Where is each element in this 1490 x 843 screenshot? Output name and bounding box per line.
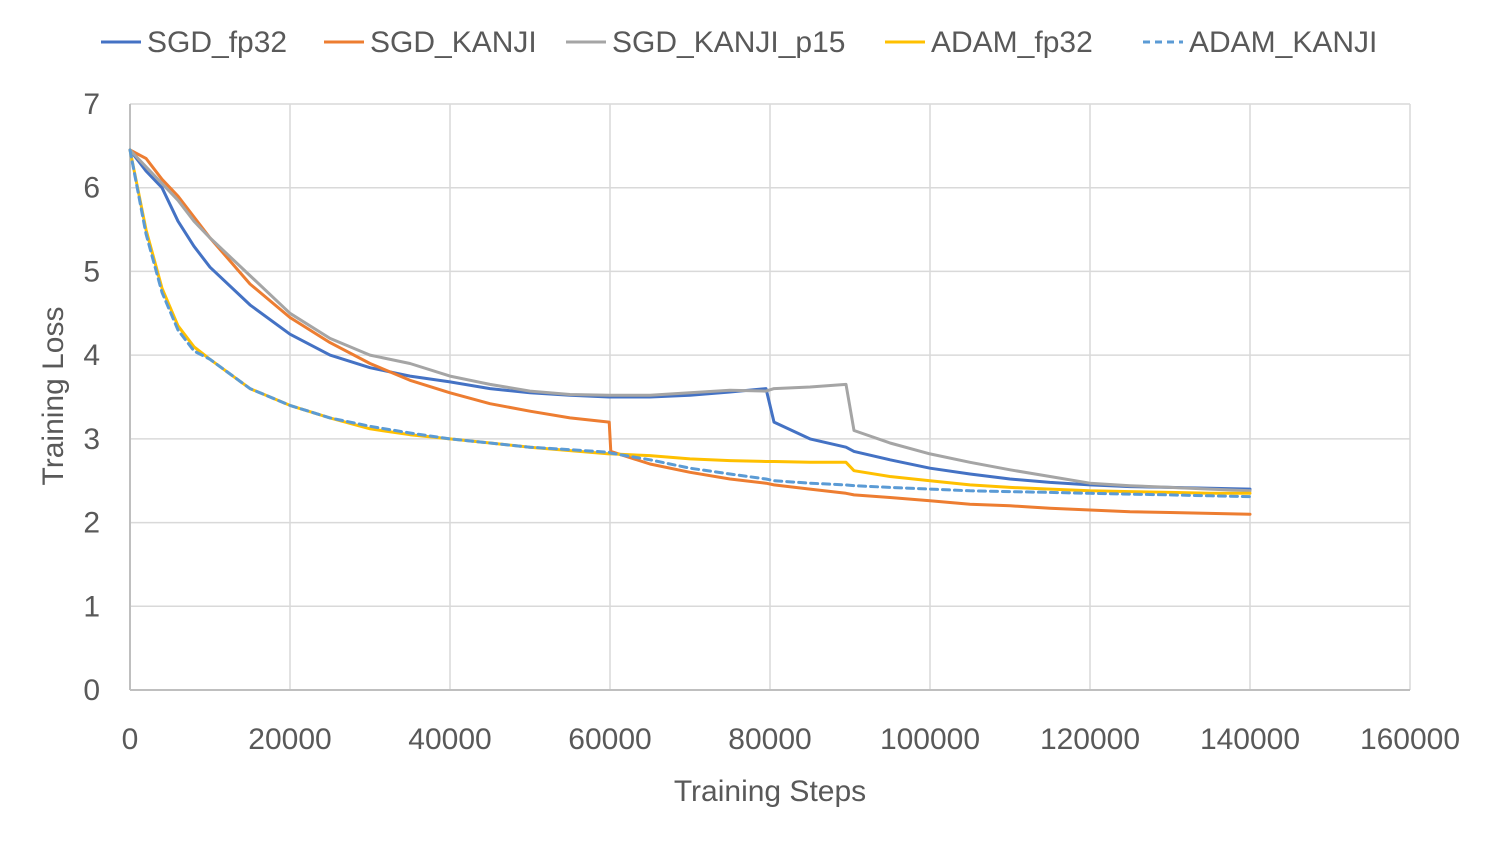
- x-tick-label: 40000: [408, 723, 491, 756]
- legend-label: SGD_KANJI_p15: [612, 26, 845, 59]
- x-tick-label: 120000: [1040, 723, 1140, 756]
- legend-label: SGD_KANJI: [370, 26, 537, 59]
- y-tick-label: 3: [83, 423, 100, 456]
- legend: SGD_fp32 SGD_KANJI SGD_KANJI_p15 ADAM_fp32 A…: [101, 26, 1377, 59]
- y-tick-label: 7: [83, 88, 100, 121]
- legend-item-sgd-kanji-p15: SGD_KANJI_p15: [566, 26, 845, 59]
- legend-label: SGD_fp32: [147, 26, 287, 59]
- x-tick-label: 0: [122, 723, 139, 756]
- legend-item-sgd-kanji: SGD_KANJI: [324, 26, 537, 59]
- legend-item-sgd-fp32: SGD_fp32: [101, 26, 287, 59]
- series-line-sgd-fp32: [128, 148, 1252, 491]
- legend-label: ADAM_KANJI: [1189, 26, 1377, 59]
- series-line-sgd-kanji-p15: [128, 148, 1252, 493]
- x-tick-label: 20000: [248, 723, 331, 756]
- axis-layer: [129, 104, 1410, 691]
- legend-label: ADAM_fp32: [931, 26, 1093, 59]
- x-tick-label: 140000: [1200, 723, 1300, 756]
- tick-label-layer: 0 1 2 3 4 5 6 7 0 20000 40000 60000 80000 100000 12000…: [83, 88, 1460, 756]
- series-line-sgd-kanji: [128, 148, 1252, 516]
- x-axis-title: Training Steps: [674, 775, 866, 808]
- y-tick-label: 6: [83, 172, 100, 205]
- legend-item-adam-kanji: ADAM_KANJI: [1143, 26, 1377, 59]
- series-line-adam-kanji: [128, 148, 1252, 499]
- grid-layer: [130, 103, 1411, 690]
- legend-item-adam-fp32: ADAM_fp32: [885, 26, 1093, 59]
- x-tick-label: 60000: [568, 723, 651, 756]
- x-tick-label: 100000: [880, 723, 980, 756]
- y-tick-label: 1: [83, 590, 100, 623]
- y-tick-label: 0: [83, 674, 100, 707]
- y-axis-title: Training Loss: [37, 307, 70, 486]
- x-tick-label: 160000: [1360, 723, 1460, 756]
- y-tick-label: 5: [83, 255, 100, 288]
- y-tick-label: 4: [83, 339, 100, 372]
- x-tick-label: 80000: [728, 723, 811, 756]
- y-tick-label: 2: [83, 507, 100, 540]
- series-layer: [128, 148, 1252, 516]
